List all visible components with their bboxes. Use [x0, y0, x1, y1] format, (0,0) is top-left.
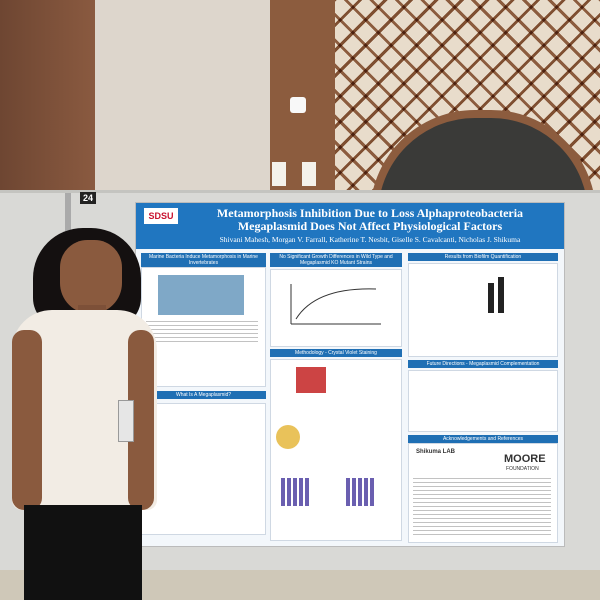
section-header: What Is A Megaplasmid? — [141, 391, 266, 399]
panel — [408, 370, 558, 432]
plate — [346, 478, 376, 506]
arm — [12, 330, 42, 510]
authors: Shivani Mahesh, Morgan V. Farrall, Kathe… — [219, 235, 521, 244]
lab-logo: Shikuma LAB — [416, 449, 456, 455]
section-header: No Significant Growth Differences in Wil… — [270, 253, 402, 267]
face — [60, 240, 122, 314]
lamp — [272, 162, 286, 186]
plate — [281, 478, 311, 506]
panel — [141, 403, 266, 535]
figure — [276, 425, 300, 449]
text-block — [146, 321, 258, 343]
section-header: Marine Bacteria Induce Metamorphosis in … — [141, 253, 266, 267]
lamp — [302, 162, 316, 186]
panel — [270, 269, 402, 347]
figure — [158, 275, 244, 315]
panel — [270, 359, 402, 541]
bar — [498, 277, 504, 313]
sensor — [290, 97, 306, 113]
board-number: 24 — [80, 192, 96, 204]
section-header: Methodology - Crystal Violet Staining — [270, 349, 402, 357]
pants — [24, 505, 142, 600]
title-bar — [136, 203, 564, 249]
logo: SDSU — [144, 208, 178, 224]
bar — [488, 283, 494, 313]
sponsor-sub: FOUNDATION — [506, 466, 539, 472]
figure — [296, 367, 326, 393]
wood-wall — [0, 0, 95, 200]
references — [413, 478, 551, 536]
section-header: Acknowledgements and References — [408, 435, 558, 443]
section-header: Future Directions - Megaplasmid Compleme… — [408, 360, 558, 368]
poster: SDSU Metamorphosis Inhibition Due to Los… — [135, 202, 565, 547]
growth-figure — [290, 284, 381, 325]
poster-title: Metamorphosis Inhibition Due to Loss Alp… — [216, 206, 524, 233]
badge — [118, 400, 134, 442]
wall — [95, 0, 270, 200]
sponsor: MOORE — [504, 453, 546, 465]
section-header: Results from Biofilm Quantification — [408, 253, 558, 261]
panel — [408, 263, 558, 357]
